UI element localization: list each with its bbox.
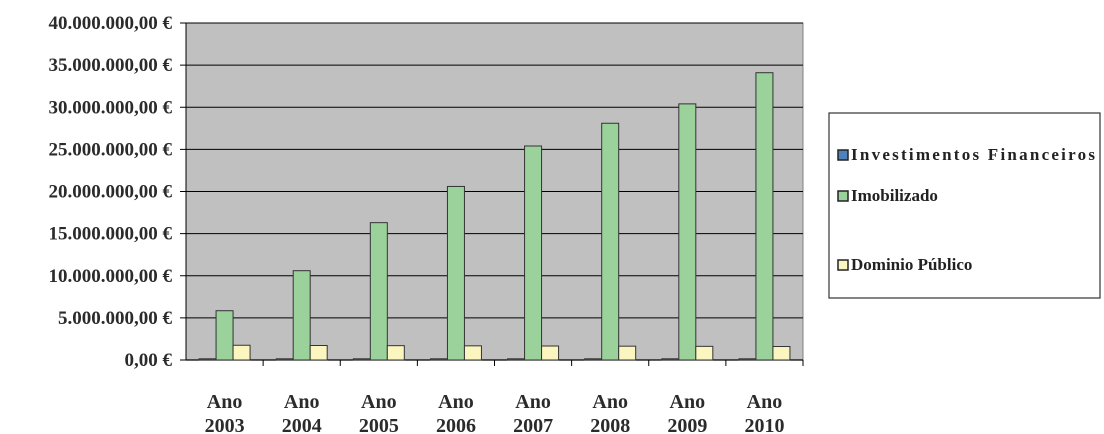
bar-investimentos-financeiros-ano-2004 (275, 358, 294, 361)
bar-investimentos-financeiros-ano-2006 (429, 358, 448, 361)
y-tick-label: 0,00 € (125, 350, 173, 371)
bar-investimentos-financeiros-ano-2005 (352, 358, 371, 361)
bar-imobilizado-ano-2009 (678, 103, 697, 361)
x-axis: Ano 2003 Ano 2004 Ano 2005 Ano 2006 Ano 2007 Ano 20… (186, 359, 804, 434)
legend-swatch (837, 259, 849, 271)
bar-dominio-p-blico-ano-2003 (232, 344, 251, 361)
bar-investimentos-financeiros-ano-2009 (661, 358, 680, 361)
bar-imobilizado-ano-2003 (215, 310, 234, 361)
bar-dominio-p-blico-ano-2006 (463, 345, 482, 361)
y-tick-label: 10.000.000,00 € (49, 266, 173, 287)
bar-dominio-p-blico-ano-2008 (618, 345, 637, 361)
bar-investimentos-financeiros-ano-2010 (738, 358, 757, 361)
bar-imobilizado-ano-2010 (755, 72, 774, 361)
y-tick-label: 15.000.000,00 € (49, 224, 173, 245)
bar-imobilizado-ano-2006 (446, 185, 465, 361)
bar-dominio-p-blico-ano-2009 (695, 345, 714, 361)
x-tick-label: Ano 2005 (359, 391, 399, 434)
legend-label: Investimentos Financeiros (851, 145, 1095, 164)
y-tick-label: 25.000.000,00 € (49, 139, 173, 160)
y-tick-label: 20.000.000,00 € (49, 182, 173, 203)
x-tick-label: Ano 2010 (744, 391, 784, 434)
y-tick-label: 35.000.000,00 € (49, 55, 173, 76)
legend-label: Imobilizado (851, 186, 938, 205)
x-tick-label: Ano 2004 (282, 391, 322, 434)
bars (198, 72, 791, 361)
bar-dominio-p-blico-ano-2004 (309, 345, 328, 361)
x-tick-label: Ano 2008 (590, 391, 630, 434)
x-tick-label: Ano 2007 (513, 391, 553, 434)
legend-box (828, 112, 1101, 299)
y-tick-label: 40.000.000,00 € (49, 13, 173, 34)
legend: Investimentos Financeiros Imobilizado Domi… (828, 112, 1101, 299)
bar-dominio-p-blico-ano-2007 (541, 345, 560, 361)
gridlines (186, 22, 803, 319)
bar-investimentos-financeiros-ano-2007 (507, 358, 526, 361)
x-tick-label: Ano 2006 (436, 391, 476, 434)
bar-investimentos-financeiros-ano-2008 (584, 358, 603, 361)
bar-imobilizado-ano-2007 (524, 145, 543, 361)
bar-dominio-p-blico-ano-2010 (772, 346, 791, 361)
x-tick-label: Ano 2003 (205, 391, 245, 434)
legend-label: Dominio Público (851, 255, 972, 274)
y-tick-label: 30.000.000,00 € (49, 97, 173, 118)
bar-imobilizado-ano-2008 (601, 122, 620, 361)
x-tick-label: Ano 2009 (667, 391, 707, 434)
bar-imobilizado-ano-2005 (369, 222, 388, 361)
bar-imobilizado-ano-2004 (292, 270, 311, 361)
bar-investimentos-financeiros-ano-2003 (198, 358, 217, 361)
legend-swatch (837, 149, 849, 161)
legend-swatch (837, 190, 849, 202)
bar-dominio-p-blico-ano-2005 (386, 345, 405, 361)
y-tick-label: 5.000.000,00 € (58, 308, 173, 329)
y-axis: 0,00 € 5.000.000,00 € 10.000.000,00 € 15.00… (49, 13, 187, 371)
